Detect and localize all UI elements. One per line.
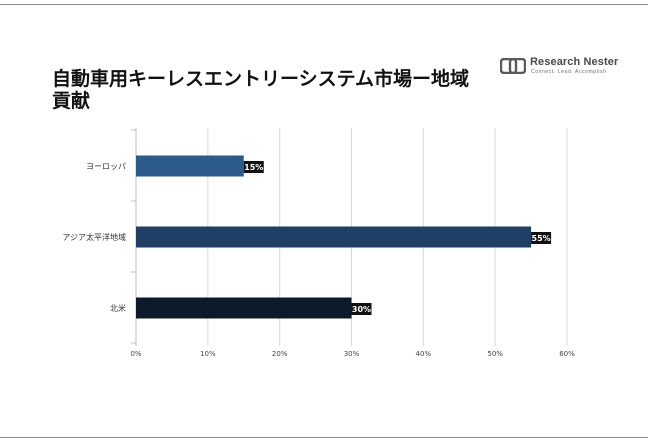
y-axis-ticks — [131, 128, 137, 346]
data-label: 15% — [244, 163, 263, 172]
logo-name: Research Nester — [530, 56, 619, 68]
x-tick-label: 30% — [344, 350, 360, 358]
bar — [136, 155, 244, 177]
top-divider — [0, 4, 648, 5]
data-label-background — [531, 232, 552, 244]
x-tick-label: 20% — [272, 350, 288, 358]
bars: ヨーロッパ 15% アジア太平洋地域 55% 北米 30% — [62, 155, 552, 319]
x-tick-label: 60% — [559, 350, 575, 358]
category-label: ヨーロッパ — [86, 162, 126, 171]
bottom-divider — [0, 437, 648, 438]
category-label: 北米 — [110, 303, 126, 313]
bar — [136, 226, 532, 248]
x-tick-label: 0% — [130, 350, 141, 358]
research-nester-logo-icon — [500, 58, 526, 74]
data-label-background — [243, 161, 264, 173]
category-label: アジア太平洋地域 — [62, 232, 126, 242]
chart-title: 自動車用キーレスエントリーシステム市場ー地域貢献 — [52, 68, 470, 112]
data-label: 30% — [352, 305, 371, 314]
research-nester-logo: Research Nester Connect. Lead. Accomplis… — [500, 56, 620, 80]
bar — [136, 297, 352, 319]
x-tick-label: 40% — [416, 350, 432, 358]
x-tick-label: 10% — [200, 350, 216, 358]
x-tick-label: 50% — [487, 350, 503, 358]
data-label: 55% — [532, 234, 551, 243]
data-label-background — [351, 303, 372, 315]
logo-tagline: Connect. Lead. Accomplish — [531, 69, 607, 75]
x-axis-tick-labels: 0% 10% 20% 30% 40% 50% 60% — [130, 350, 575, 358]
